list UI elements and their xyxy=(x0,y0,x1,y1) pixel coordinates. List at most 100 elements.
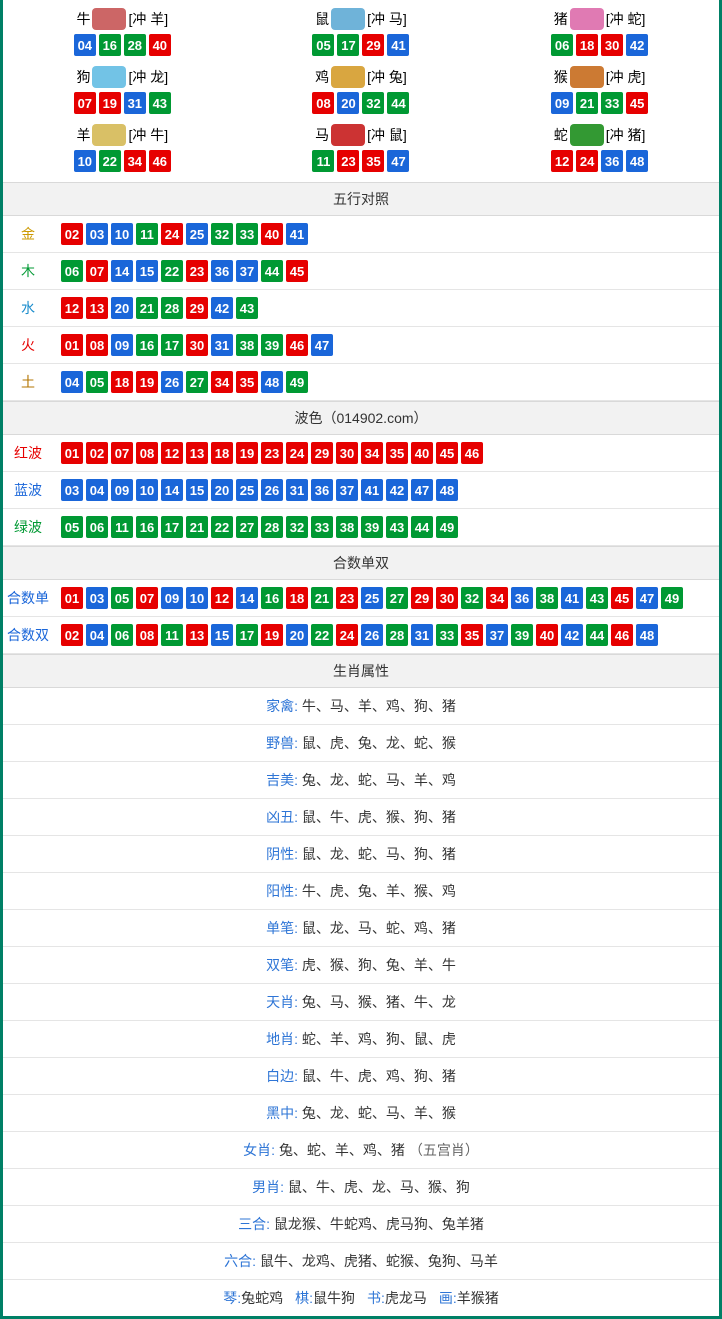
number-ball: 17 xyxy=(236,624,258,646)
number-ball: 24 xyxy=(286,442,308,464)
number-ball: 16 xyxy=(136,334,158,356)
attr-value: 兔、龙、蛇、马、羊、鸡 xyxy=(302,772,456,788)
number-ball: 09 xyxy=(551,92,573,114)
zodiac-icon xyxy=(331,66,365,88)
zodiac-name: 鼠 xyxy=(315,9,329,29)
number-ball: 41 xyxy=(387,34,409,56)
attr-label: 单笔: xyxy=(266,920,302,936)
row-label: 合数单 xyxy=(3,580,53,616)
row-balls: 0204060811131517192022242628313335373940… xyxy=(53,618,666,652)
zodiac-name: 猴 xyxy=(554,67,568,87)
zodiac-chong: [冲 马] xyxy=(367,9,407,29)
number-ball: 12 xyxy=(211,587,233,609)
number-ball: 34 xyxy=(124,150,146,172)
zodiac-cell: 狗[冲 龙]07193143 xyxy=(3,62,242,120)
number-ball: 30 xyxy=(186,334,208,356)
attr-label: 地肖: xyxy=(266,1031,302,1047)
number-ball: 26 xyxy=(261,479,283,501)
number-ball: 06 xyxy=(61,260,83,282)
number-ball: 47 xyxy=(387,150,409,172)
row-label: 红波 xyxy=(3,435,53,471)
zodiac-balls: 04162840 xyxy=(3,34,242,56)
attr-value: 鼠龙猴、牛蛇鸡、虎马狗、兔羊猪 xyxy=(274,1216,484,1232)
four-value: 羊猴猪 xyxy=(457,1290,499,1306)
four-value: 兔蛇鸡 xyxy=(241,1290,283,1306)
data-row: 水1213202128294243 xyxy=(3,290,719,327)
zodiac-cell: 马[冲 鼠]11233547 xyxy=(242,120,481,178)
number-ball: 37 xyxy=(236,260,258,282)
number-ball: 11 xyxy=(312,150,334,172)
number-ball: 21 xyxy=(186,516,208,538)
attr-row: 双笔: 虎、猴、狗、兔、羊、牛 xyxy=(3,947,719,984)
attr-row: 凶丑: 鼠、牛、虎、猴、狗、猪 xyxy=(3,799,719,836)
zodiac-cell: 鸡[冲 兔]08203244 xyxy=(242,62,481,120)
attr-value: 牛、马、羊、鸡、狗、猪 xyxy=(302,698,456,714)
number-ball: 19 xyxy=(136,371,158,393)
data-row: 绿波05061116172122272832333839434449 xyxy=(3,509,719,546)
number-ball: 45 xyxy=(611,587,633,609)
zodiac-chong: [冲 猪] xyxy=(606,125,646,145)
number-ball: 46 xyxy=(461,442,483,464)
number-ball: 06 xyxy=(551,34,573,56)
attr-value: 鼠、龙、蛇、马、狗、猪 xyxy=(302,846,456,862)
zodiac-chong: [冲 蛇] xyxy=(606,9,646,29)
number-ball: 05 xyxy=(86,371,108,393)
row-balls: 0102070812131819232429303435404546 xyxy=(53,436,491,470)
number-ball: 42 xyxy=(211,297,233,319)
shuxing-rows: 家禽: 牛、马、羊、鸡、狗、猪野兽: 鼠、虎、兔、龙、蛇、猴吉美: 兔、龙、蛇、… xyxy=(3,688,719,1316)
number-ball: 20 xyxy=(111,297,133,319)
number-ball: 48 xyxy=(261,371,283,393)
number-ball: 35 xyxy=(386,442,408,464)
attr-label: 黑中: xyxy=(266,1105,302,1121)
attr-label: 六合: xyxy=(224,1253,260,1269)
four-value: 虎龙马 xyxy=(385,1290,427,1306)
row-label: 水 xyxy=(3,290,53,326)
number-ball: 32 xyxy=(211,223,233,245)
attr-value: 兔、蛇、羊、鸡、猪 xyxy=(279,1142,405,1158)
number-ball: 47 xyxy=(311,334,333,356)
number-ball: 45 xyxy=(286,260,308,282)
number-ball: 15 xyxy=(186,479,208,501)
attr-value: 兔、龙、蛇、马、羊、猴 xyxy=(302,1105,456,1121)
attr-row: 单笔: 鼠、龙、马、蛇、鸡、猪 xyxy=(3,910,719,947)
attr-value: 鼠、牛、虎、龙、马、猴、狗 xyxy=(288,1179,470,1195)
attr-label: 野兽: xyxy=(266,735,302,751)
number-ball: 12 xyxy=(61,297,83,319)
number-ball: 32 xyxy=(362,92,384,114)
number-ball: 07 xyxy=(86,260,108,282)
number-ball: 29 xyxy=(362,34,384,56)
number-ball: 33 xyxy=(601,92,623,114)
number-ball: 33 xyxy=(311,516,333,538)
number-ball: 11 xyxy=(161,624,183,646)
attr-row: 野兽: 鼠、虎、兔、龙、蛇、猴 xyxy=(3,725,719,762)
four-label: 画: xyxy=(439,1290,457,1306)
number-ball: 07 xyxy=(136,587,158,609)
zodiac-cell: 羊[冲 牛]10223446 xyxy=(3,120,242,178)
row-balls: 1213202128294243 xyxy=(53,291,266,325)
number-ball: 39 xyxy=(361,516,383,538)
zodiac-icon xyxy=(331,8,365,30)
number-ball: 11 xyxy=(111,516,133,538)
number-ball: 13 xyxy=(186,442,208,464)
number-ball: 04 xyxy=(86,624,108,646)
data-row: 蓝波03040910141520252631363741424748 xyxy=(3,472,719,509)
number-ball: 39 xyxy=(261,334,283,356)
row-label: 金 xyxy=(3,216,53,252)
number-ball: 12 xyxy=(161,442,183,464)
attr-value: 鼠、龙、马、蛇、鸡、猪 xyxy=(302,920,456,936)
number-ball: 05 xyxy=(111,587,133,609)
data-row: 火0108091617303138394647 xyxy=(3,327,719,364)
zodiac-icon xyxy=(570,8,604,30)
number-ball: 43 xyxy=(149,92,171,114)
row-label: 土 xyxy=(3,364,53,400)
number-ball: 22 xyxy=(211,516,233,538)
zodiac-name: 羊 xyxy=(76,125,90,145)
attr-value: 兔、马、猴、猪、牛、龙 xyxy=(302,994,456,1010)
number-ball: 29 xyxy=(411,587,433,609)
attr-label: 双笔: xyxy=(266,957,302,973)
number-ball: 11 xyxy=(136,223,158,245)
number-ball: 05 xyxy=(61,516,83,538)
data-row: 合数双0204060811131517192022242628313335373… xyxy=(3,617,719,654)
number-ball: 15 xyxy=(211,624,233,646)
zodiac-balls: 06183042 xyxy=(480,34,719,56)
